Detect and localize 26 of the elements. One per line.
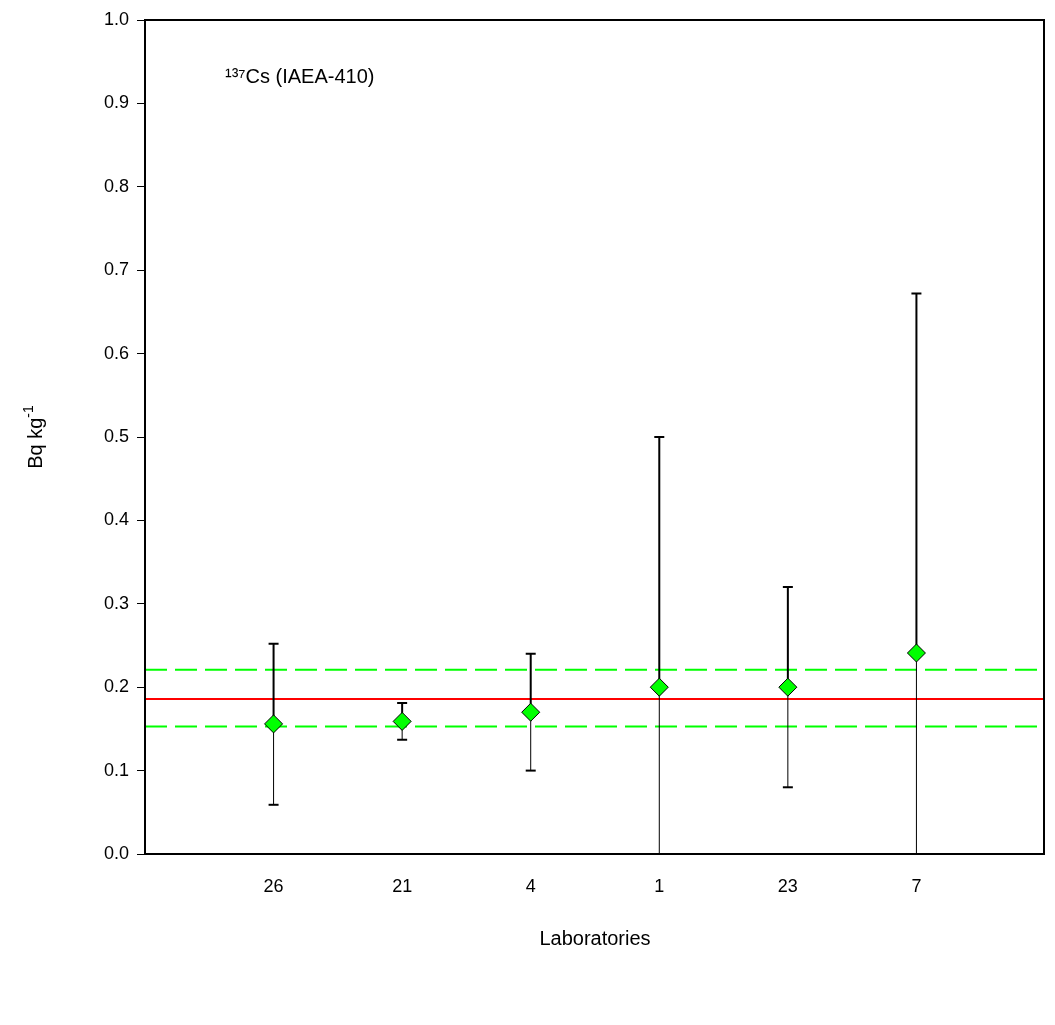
point [649,677,669,697]
point [906,643,926,663]
x-axis-title: Laboratories [539,927,651,949]
point [521,702,541,722]
y-tick-label: 0.8 [103,175,129,196]
y-tick-label: 0.3 [103,592,129,613]
y-axis-title: Bq kg-1 [20,404,46,469]
x-tick-label: 1 [654,875,665,896]
annotation: ¹³⁷Cs (IAEA-410) [225,65,375,87]
x-tick-label: 23 [777,875,798,896]
x-tick-label: 26 [263,875,284,896]
y-tick-label: 0.6 [103,342,129,363]
y-tick-label: 0.9 [103,92,129,113]
y-tick-label: 0.1 [103,759,129,780]
y-tick-label: 0.0 [103,842,129,863]
x-tick-label: 4 [525,875,536,896]
y-tick-label: 0.4 [103,509,129,530]
y-tick-label: 0.5 [103,425,129,446]
y-tick-label: 0.2 [103,676,129,697]
x-tick-label: 21 [392,875,413,896]
x-tick-label: 7 [911,875,922,896]
y-tick-label: 1.0 [103,8,129,29]
point [778,677,798,697]
y-tick-label: 0.7 [103,259,129,280]
point [392,711,412,731]
point [264,714,284,734]
